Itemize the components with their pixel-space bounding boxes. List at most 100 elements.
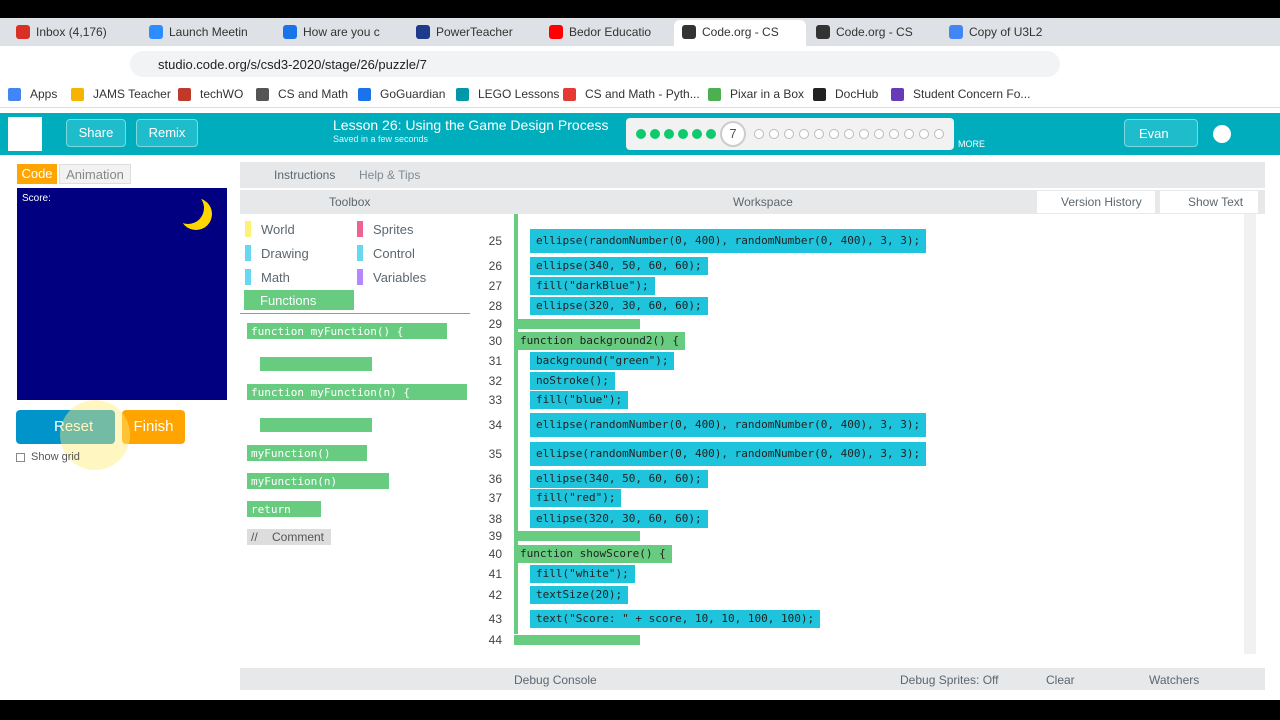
bookmark[interactable]: CS and Math — [278, 87, 349, 101]
bookmark[interactable]: Pixar in a Box — [730, 87, 805, 101]
toolbox-category[interactable]: Variables — [373, 270, 427, 285]
code-block[interactable]: ellipse(340, 50, 60, 60); — [530, 257, 708, 275]
code-block[interactable]: textSize(20); — [530, 586, 629, 604]
bookmark-icon — [563, 88, 576, 101]
lesson-title: Lesson 26: Using the Game Design Process — [333, 117, 609, 133]
bookmark[interactable]: JAMS Teacher — [93, 87, 171, 101]
code-block[interactable]: ellipse(randomNumber(0, 400), randomNumb… — [530, 442, 927, 466]
line-number: 44 — [488, 633, 502, 647]
function-block[interactable]: function showScore() { — [514, 545, 672, 563]
clear-button[interactable]: Clear — [1046, 673, 1075, 687]
share-button[interactable]: Share — [66, 119, 126, 147]
line-number: 30 — [488, 334, 502, 348]
code-block[interactable]: ellipse(randomNumber(0, 400), randomNumb… — [530, 229, 927, 253]
bookmark[interactable]: GoGuardian — [380, 87, 446, 101]
more-label[interactable]: MORE — [958, 139, 985, 149]
instructions-tab[interactable]: Instructions — [274, 168, 336, 182]
address-box[interactable] — [130, 51, 1060, 77]
toolbox-category[interactable]: Control — [373, 246, 415, 261]
category-swatch — [245, 269, 251, 285]
progress-dot — [650, 129, 660, 139]
bookmark[interactable]: techWO — [200, 87, 244, 101]
tab-label: Copy of U3L2 — [969, 25, 1043, 39]
toolbox-category[interactable]: Math — [261, 270, 290, 285]
code-block[interactable]: fill("darkBlue"); — [530, 277, 655, 295]
canvas-text: Score: — [22, 193, 51, 204]
bookmark[interactable]: LEGO Lessons — [478, 87, 560, 101]
code-block[interactable]: ellipse(320, 30, 60, 60); — [530, 297, 708, 315]
line-number: 31 — [488, 354, 502, 368]
code-block[interactable]: fill("blue"); — [530, 391, 629, 409]
toolbox-block[interactable]: myFunction() — [247, 445, 367, 461]
line-number: 35 — [488, 447, 502, 461]
bookmark-icon — [71, 88, 84, 101]
toolbox-block[interactable]: myFunction(n) — [247, 473, 389, 489]
logo — [8, 117, 42, 151]
watchers-label[interactable]: Watchers — [1149, 673, 1200, 687]
debug-sprites-button[interactable]: Debug Sprites: Off — [900, 673, 999, 687]
code-block[interactable]: ellipse(340, 50, 60, 60); — [530, 470, 708, 488]
code-block[interactable]: noStroke(); — [530, 372, 615, 390]
bookmark[interactable]: DocHub — [835, 87, 879, 101]
progress-dot — [692, 129, 702, 139]
comment-block[interactable] — [247, 529, 331, 545]
line-number: 33 — [488, 393, 502, 407]
toolbox-block[interactable]: function myFunction() { — [247, 323, 447, 339]
toolbox-category[interactable]: Sprites — [373, 222, 414, 237]
saved-note: Saved in a few seconds — [333, 134, 429, 144]
finish-button[interactable]: Finish — [122, 410, 185, 444]
code-block[interactable]: ellipse(320, 30, 60, 60); — [530, 510, 708, 528]
progress-dot — [874, 129, 884, 139]
moon-shadow — [172, 192, 204, 224]
tab-icon — [149, 25, 163, 39]
progress-dot — [829, 129, 839, 139]
grid-checkbox[interactable] — [16, 453, 25, 462]
tab-icon — [283, 25, 297, 39]
function-block[interactable]: function background2() { — [514, 332, 685, 350]
block-end — [514, 635, 640, 645]
line-number: 32 — [488, 374, 502, 388]
tab-icon — [16, 25, 30, 39]
toolbox-category[interactable]: World — [261, 222, 295, 237]
bookmark-icon — [813, 88, 826, 101]
tab-label: Code.org - CS — [702, 25, 779, 39]
progress-dot — [754, 129, 764, 139]
line-number: 42 — [488, 588, 502, 602]
code-tab[interactable]: Code — [17, 164, 57, 184]
code-block[interactable]: background("green"); — [530, 352, 675, 370]
reset-button[interactable]: Reset — [16, 410, 115, 444]
progress-current: 7 — [720, 121, 746, 147]
user-button[interactable]: Evan — [1124, 119, 1198, 147]
tab-label: PowerTeacher — [436, 25, 513, 39]
version-history-button[interactable]: Version History — [1037, 191, 1155, 213]
help-tab[interactable]: Help & Tips — [359, 168, 421, 182]
bookmark[interactable]: Apps — [30, 87, 58, 101]
bookmark-icon — [358, 88, 371, 101]
progress-dot — [904, 129, 914, 139]
line-number: 27 — [488, 279, 502, 293]
animation-tab[interactable]: Animation — [59, 164, 131, 184]
line-number: 40 — [488, 547, 502, 561]
code-block[interactable]: fill("red"); — [530, 489, 622, 507]
spine — [514, 214, 518, 634]
toolbox-block[interactable]: return — [247, 501, 321, 517]
toolbox-block[interactable]: function myFunction(n) { — [247, 384, 467, 400]
toolbox-category[interactable]: Functions — [244, 290, 354, 310]
line-number: 37 — [488, 491, 502, 505]
category-swatch — [357, 269, 363, 285]
scrollbar — [1244, 214, 1256, 654]
remix-button[interactable]: Remix — [136, 119, 198, 147]
tab[interactable] — [674, 20, 806, 46]
bookmark[interactable]: CS and Math - Pyth... — [585, 87, 700, 101]
instructions-bar — [240, 162, 1265, 188]
tab-label: Bedor Educatio — [569, 25, 652, 39]
line-number: 39 — [488, 529, 502, 543]
toolbox-category[interactable]: Drawing — [261, 246, 309, 261]
bookmark[interactable]: Student Concern Fo... — [913, 87, 1031, 101]
code-block[interactable]: fill("white"); — [530, 565, 635, 583]
line-number: 28 — [488, 299, 502, 313]
code-block[interactable]: ellipse(randomNumber(0, 400), randomNumb… — [530, 413, 927, 437]
code-block[interactable]: text("Score: " + score, 10, 10, 100, 100… — [530, 610, 821, 628]
block-label: return — [251, 503, 291, 516]
show-text-button[interactable]: Show Text — [1160, 191, 1258, 213]
